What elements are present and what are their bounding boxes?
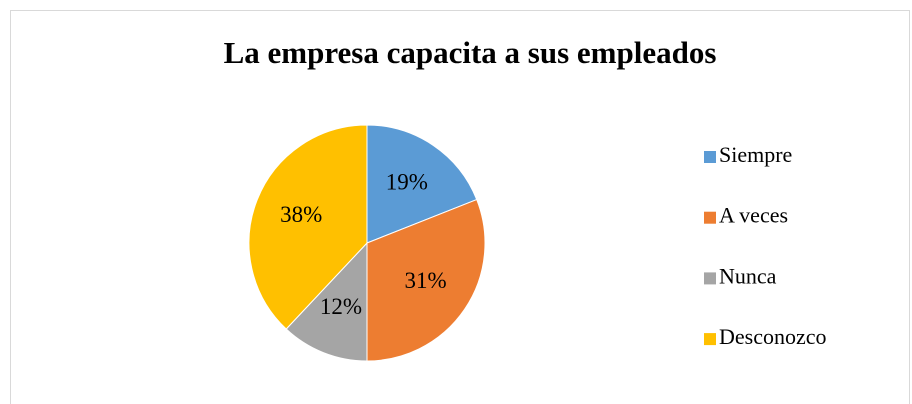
legend-label: Nunca — [719, 263, 777, 288]
data-label: 31% — [404, 268, 446, 293]
legend-swatch — [704, 211, 716, 224]
legend-label: Siempre — [719, 142, 792, 167]
legend-swatch — [704, 333, 716, 346]
pie-slice — [366, 198, 486, 362]
pie-slice — [366, 124, 478, 244]
pie-slice — [285, 241, 368, 362]
data-label: 12% — [320, 294, 362, 319]
chart-title: La empresa capacita a sus empleados — [224, 35, 717, 70]
legend-swatch — [704, 151, 716, 163]
legend-swatch — [704, 272, 716, 285]
legend-label: Desconozco — [719, 324, 827, 349]
pie-slice — [248, 124, 368, 330]
data-label: 38% — [280, 202, 322, 227]
data-label: 19% — [386, 170, 428, 195]
legend-label: A veces — [719, 203, 788, 228]
